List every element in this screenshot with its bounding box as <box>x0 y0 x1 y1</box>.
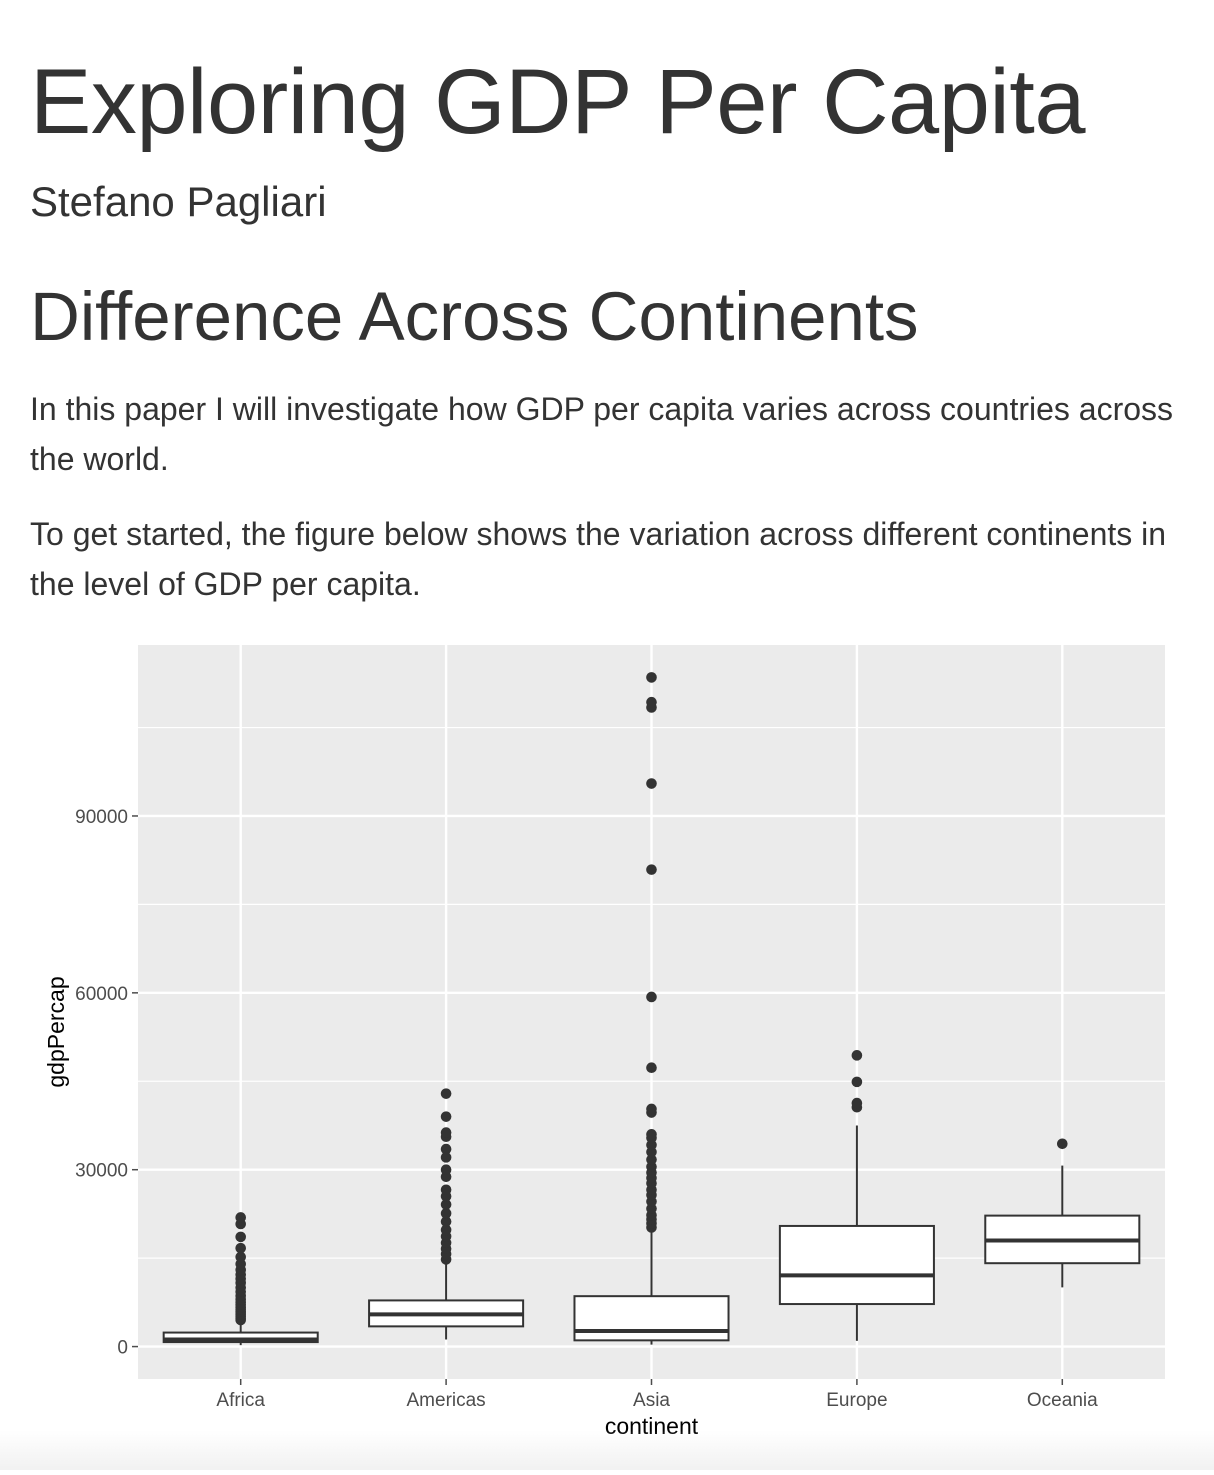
y-axis-title: gdpPercap <box>43 976 69 1087</box>
outlier-point <box>440 1184 452 1196</box>
outlier-point <box>235 1231 246 1243</box>
outlier-point <box>440 1208 452 1219</box>
x-tick-label: Americas <box>407 1390 486 1411</box>
outlier-point <box>440 1088 452 1099</box>
outlier-point <box>851 1076 863 1088</box>
box <box>162 1331 319 1344</box>
outlier-point <box>646 864 657 875</box>
intro-paragraph: In this paper I will investigate how GDP… <box>30 391 1174 477</box>
box <box>573 1295 730 1342</box>
boxplot-figure: 0 30000 60000 90000 Africa Americas Asia Europe… <box>0 628 1214 1470</box>
x-tick-label: Asia <box>633 1390 670 1411</box>
outlier-point <box>851 1050 863 1061</box>
x-tick-label: Oceania <box>1027 1390 1098 1411</box>
y-tick-label: 30000 <box>75 1161 128 1182</box>
outlier-point <box>646 778 657 789</box>
outlier-point <box>851 1097 863 1109</box>
y-tick-label: 60000 <box>75 984 128 1005</box>
figure-intro-paragraph: To get started, the figure below shows t… <box>30 516 1167 602</box>
outlier-point <box>440 1216 452 1227</box>
outlier-point <box>235 1242 246 1254</box>
outlier-point <box>646 1129 657 1140</box>
document-author: Stefano Pagliari <box>30 178 327 225</box>
x-tick-label: Africa <box>216 1390 265 1411</box>
outlier-point <box>440 1164 452 1176</box>
document-title: Exploring GDP Per Capita <box>30 51 1086 153</box>
boxplot-chart: 0 30000 60000 90000 Africa Americas Asia Europe… <box>43 645 1165 1439</box>
outlier-point <box>440 1152 452 1163</box>
outlier-point <box>646 672 657 683</box>
box <box>778 1224 935 1306</box>
bottom-fade <box>0 1430 1214 1470</box>
outlier-point <box>646 1154 657 1165</box>
outlier-point <box>440 1199 452 1210</box>
outlier-point <box>646 1103 657 1115</box>
outlier-point <box>235 1212 246 1223</box>
outlier-point <box>646 991 657 1003</box>
y-tick-label: 0 <box>117 1338 128 1359</box>
outlier-point <box>440 1224 452 1236</box>
section-heading: Difference Across Continents <box>30 278 919 355</box>
outlier-point <box>646 1062 657 1074</box>
outlier-point <box>1057 1138 1068 1150</box>
x-tick-label: Europe <box>826 1390 887 1411</box>
outlier-point <box>440 1127 452 1138</box>
outlier-point <box>440 1143 452 1155</box>
outlier-point <box>235 1251 246 1263</box>
y-tick-label: 90000 <box>75 807 128 828</box>
outlier-point <box>646 696 657 708</box>
outlier-point <box>440 1111 452 1122</box>
